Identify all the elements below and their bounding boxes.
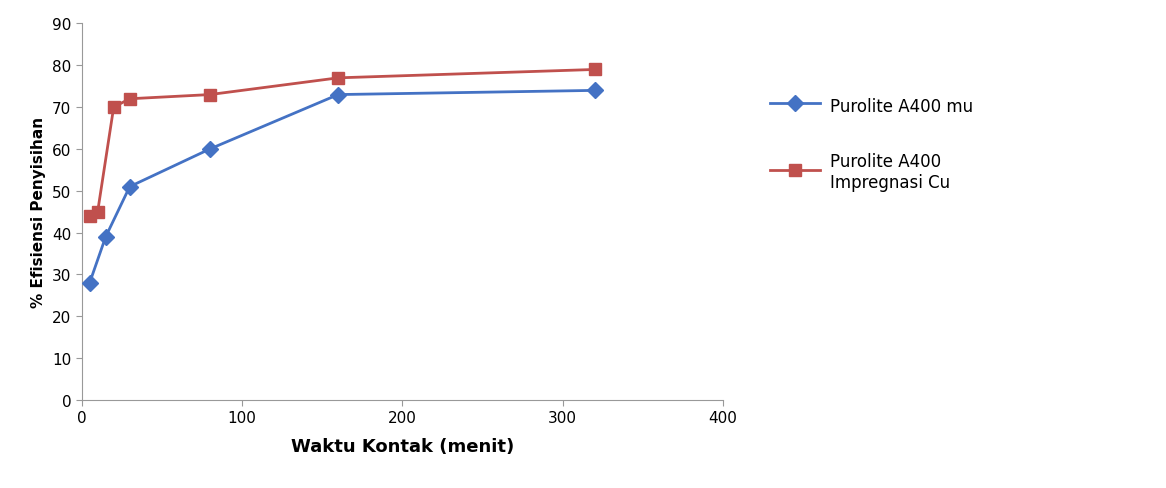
Purolite A400
Impregnasi Cu: [588, 67, 602, 73]
Purolite A400 mu: [122, 184, 136, 190]
Purolite A400
Impregnasi Cu: [122, 97, 136, 102]
Purolite A400 mu: [331, 92, 345, 98]
Purolite A400
Impregnasi Cu: [91, 209, 105, 215]
Purolite A400 mu: [203, 147, 217, 153]
Purolite A400
Impregnasi Cu: [331, 76, 345, 81]
Y-axis label: % Efisiensi Penyisihan: % Efisiensi Penyisihan: [31, 117, 47, 307]
Legend: Purolite A400 mu, Purolite A400
Impregnasi Cu: Purolite A400 mu, Purolite A400 Impregna…: [764, 89, 979, 198]
Line: Purolite A400 mu: Purolite A400 mu: [84, 86, 600, 289]
Purolite A400
Impregnasi Cu: [203, 92, 217, 98]
Purolite A400 mu: [83, 280, 97, 286]
Purolite A400
Impregnasi Cu: [83, 214, 97, 220]
Purolite A400
Impregnasi Cu: [107, 105, 121, 111]
Purolite A400 mu: [588, 88, 602, 94]
X-axis label: Waktu Kontak (menit): Waktu Kontak (menit): [290, 437, 514, 455]
Purolite A400 mu: [99, 234, 113, 240]
Line: Purolite A400
Impregnasi Cu: Purolite A400 Impregnasi Cu: [84, 65, 600, 222]
